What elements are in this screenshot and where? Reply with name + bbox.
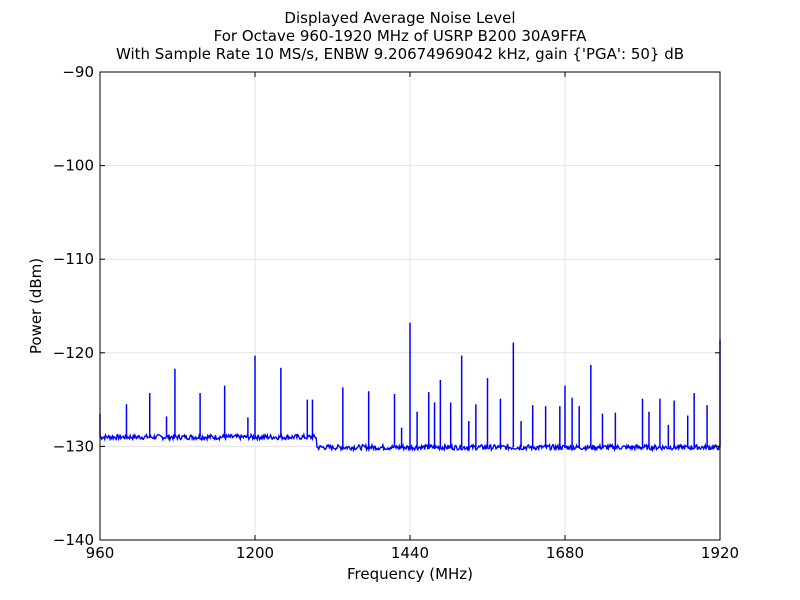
data-series (99, 322, 721, 453)
y-tick-label: −120 (53, 344, 94, 362)
x-tick-label: 1440 (391, 544, 429, 562)
y-tick-label: −90 (62, 63, 94, 81)
y-tick-label: −110 (53, 250, 94, 268)
axis-ticks: 960 1200 1440 1680 1920 −140 −130 −120 −110 −100 −… (53, 63, 739, 562)
x-axis-label: Frequency (MHz) (347, 565, 473, 583)
y-tick-label: −100 (53, 157, 94, 175)
chart-title-line-1: Displayed Average Noise Level (284, 9, 516, 27)
x-tick-label: 1920 (701, 544, 739, 562)
chart-title-line-2: For Octave 960-1920 MHz of USRP B200 30A… (213, 27, 587, 45)
y-tick-label: −130 (53, 437, 94, 455)
y-tick-label: −140 (53, 531, 94, 549)
x-tick-label: 960 (86, 544, 115, 562)
y-axis-label: Power (dBm) (27, 258, 45, 354)
grid-lines (100, 72, 720, 540)
chart-title-line-3: With Sample Rate 10 MS/s, ENBW 9.2067496… (115, 45, 685, 63)
x-tick-label: 1680 (546, 544, 584, 562)
x-tick-label: 1200 (236, 544, 274, 562)
